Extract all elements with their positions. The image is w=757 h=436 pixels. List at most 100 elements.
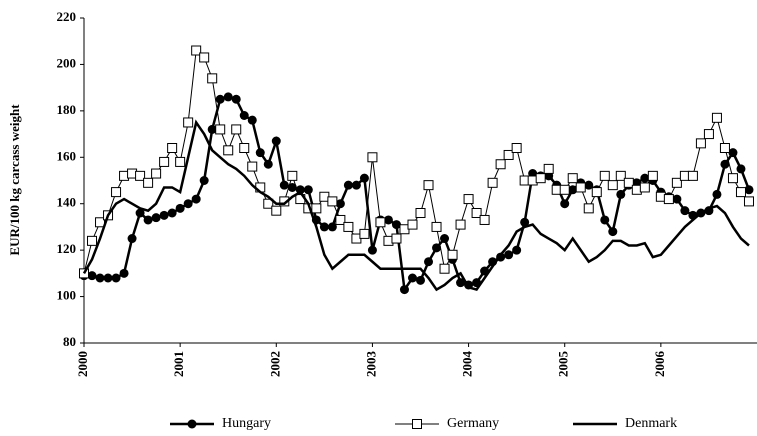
data-point bbox=[143, 177, 154, 188]
data-point bbox=[568, 185, 578, 195]
data-point bbox=[520, 217, 530, 227]
data-point bbox=[680, 206, 690, 216]
data-point bbox=[608, 227, 618, 237]
data-point bbox=[207, 124, 217, 134]
data-point bbox=[263, 198, 274, 209]
data-point bbox=[327, 196, 338, 207]
data-point bbox=[239, 143, 250, 153]
data-point bbox=[495, 159, 506, 170]
data-point bbox=[543, 163, 554, 174]
data-point bbox=[560, 199, 570, 209]
data-point bbox=[575, 182, 586, 193]
data-point bbox=[600, 215, 610, 225]
legend-label: Germany bbox=[447, 416, 499, 431]
x-tick-label: 2003 bbox=[363, 351, 378, 378]
legend-label: Hungary bbox=[222, 416, 271, 431]
data-point bbox=[223, 92, 233, 102]
data-point bbox=[720, 159, 730, 169]
data-point bbox=[287, 170, 298, 181]
data-point bbox=[135, 170, 146, 181]
data-point bbox=[584, 180, 594, 190]
data-point bbox=[415, 208, 426, 218]
data-point bbox=[367, 152, 378, 163]
data-point bbox=[327, 222, 337, 232]
x-tick-label: 2004 bbox=[460, 351, 475, 378]
data-point bbox=[583, 203, 594, 214]
data-point bbox=[167, 208, 177, 218]
data-point bbox=[431, 221, 442, 232]
data-point bbox=[271, 205, 282, 216]
data-point bbox=[743, 196, 754, 207]
data-point bbox=[736, 164, 746, 174]
data-point bbox=[424, 257, 434, 267]
data-point bbox=[167, 143, 178, 153]
data-point bbox=[119, 268, 129, 278]
data-point bbox=[367, 245, 377, 255]
data-point bbox=[407, 219, 418, 230]
data-point bbox=[151, 213, 161, 223]
data-point bbox=[87, 271, 97, 281]
data-point bbox=[399, 285, 409, 295]
x-tick-label: 2002 bbox=[267, 351, 282, 377]
data-point bbox=[287, 182, 297, 192]
legend-label: Denmark bbox=[625, 416, 677, 431]
data-point bbox=[191, 45, 202, 56]
data-point bbox=[599, 170, 610, 181]
data-point bbox=[175, 203, 185, 213]
data-point bbox=[263, 159, 273, 169]
data-point bbox=[159, 156, 170, 167]
data-point bbox=[487, 177, 498, 188]
data-point bbox=[728, 148, 738, 158]
data-point bbox=[463, 194, 474, 205]
data-point bbox=[711, 112, 722, 123]
data-point bbox=[616, 189, 626, 199]
y-tick-label: 80 bbox=[63, 334, 76, 349]
data-point bbox=[103, 273, 113, 283]
data-point bbox=[416, 275, 425, 285]
data-point bbox=[199, 176, 209, 185]
y-tick-label: 120 bbox=[57, 241, 77, 256]
data-point bbox=[215, 124, 226, 135]
data-point bbox=[567, 173, 578, 184]
data-point bbox=[375, 217, 386, 228]
data-point bbox=[712, 189, 722, 199]
data-point bbox=[479, 214, 490, 225]
data-point bbox=[143, 215, 153, 225]
data-point bbox=[151, 168, 162, 179]
data-point bbox=[207, 73, 218, 84]
data-point bbox=[87, 235, 98, 246]
data-point bbox=[512, 245, 522, 255]
data-point bbox=[359, 173, 369, 183]
legend-marker bbox=[187, 419, 197, 429]
x-tick-label: 2005 bbox=[556, 351, 571, 378]
data-point bbox=[183, 199, 193, 209]
data-point bbox=[255, 148, 265, 158]
data-point bbox=[95, 273, 105, 283]
data-point bbox=[432, 243, 442, 253]
data-point bbox=[623, 177, 634, 188]
data-point bbox=[615, 170, 626, 181]
data-point bbox=[319, 222, 329, 232]
data-point bbox=[735, 187, 746, 198]
data-point bbox=[511, 143, 522, 153]
data-point bbox=[351, 180, 361, 190]
data-point bbox=[111, 187, 122, 198]
data-point bbox=[423, 180, 434, 191]
data-point bbox=[407, 273, 417, 283]
data-point bbox=[503, 149, 514, 160]
data-point bbox=[607, 180, 618, 191]
x-tick-label: 2006 bbox=[652, 351, 667, 378]
data-point bbox=[440, 234, 450, 244]
data-point bbox=[199, 52, 210, 63]
data-point bbox=[271, 136, 281, 146]
data-point bbox=[247, 115, 257, 125]
x-tick-label: 2000 bbox=[75, 351, 90, 377]
y-tick-label: 100 bbox=[57, 288, 77, 303]
data-point bbox=[447, 249, 458, 260]
data-point bbox=[223, 145, 234, 156]
data-point bbox=[215, 94, 225, 104]
data-point bbox=[535, 173, 546, 184]
data-point bbox=[159, 210, 169, 220]
data-point bbox=[303, 185, 313, 195]
data-point bbox=[343, 180, 353, 190]
